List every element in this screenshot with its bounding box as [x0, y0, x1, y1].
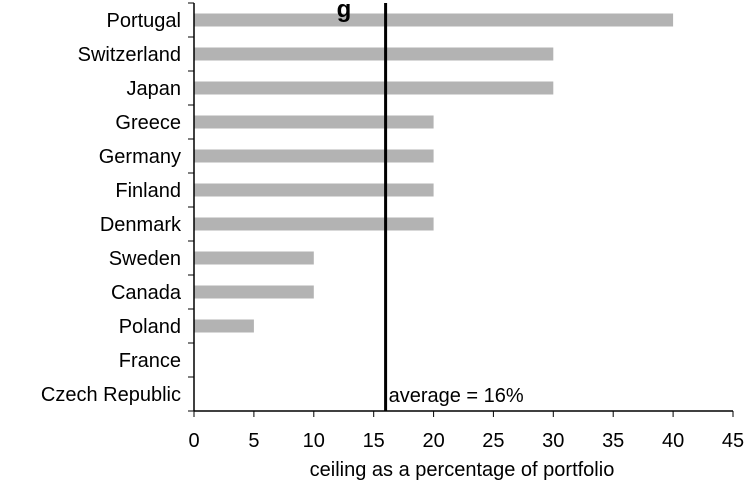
x-tick-label: 20	[422, 430, 444, 452]
category-label: Greece	[115, 112, 181, 134]
bar-finland	[194, 183, 434, 197]
category-label: Japan	[127, 78, 182, 100]
bar-poland	[194, 319, 254, 333]
bar-sweden	[194, 251, 314, 265]
x-tick-label: 35	[602, 430, 624, 452]
x-tick-label: 0	[188, 430, 199, 452]
category-label: France	[119, 350, 181, 372]
bar-greece	[194, 115, 434, 129]
bar-denmark	[194, 217, 434, 231]
category-label: Germany	[99, 146, 181, 168]
x-tick-label: 15	[363, 430, 385, 452]
category-label: Denmark	[100, 214, 182, 236]
category-label: Sweden	[109, 248, 181, 270]
average-line-group: average = 16%	[384, 3, 524, 411]
category-label: Canada	[111, 282, 182, 304]
x-tick-label: 25	[482, 430, 504, 452]
category-label: Switzerland	[78, 44, 181, 66]
x-tick-label: 5	[248, 430, 259, 452]
bars-group	[194, 13, 674, 333]
bar-germany	[194, 149, 434, 163]
category-label: Portugal	[107, 10, 182, 32]
x-axis-title: ceiling as a percentage of portfolio	[310, 459, 615, 481]
x-tick-label: 40	[662, 430, 684, 452]
bar-switzerland	[194, 47, 554, 61]
bar-japan	[194, 81, 554, 95]
value-axis: 0 5 10 15 20 25 30 35 40 45	[188, 410, 744, 452]
category-label: Finland	[115, 180, 181, 202]
bar-canada	[194, 285, 314, 299]
average-label: average = 16%	[389, 385, 524, 407]
category-label: Czech Republic	[41, 384, 181, 406]
bar-portugal	[194, 13, 674, 27]
category-label: Poland	[119, 316, 181, 338]
chart-title-fragment: g	[337, 0, 352, 23]
x-tick-label: 45	[722, 430, 744, 452]
x-tick-label: 30	[542, 430, 564, 452]
category-axis: Portugal Switzerland Japan Greece Germany Fin…	[41, 2, 195, 412]
x-tick-label: 10	[303, 430, 325, 452]
